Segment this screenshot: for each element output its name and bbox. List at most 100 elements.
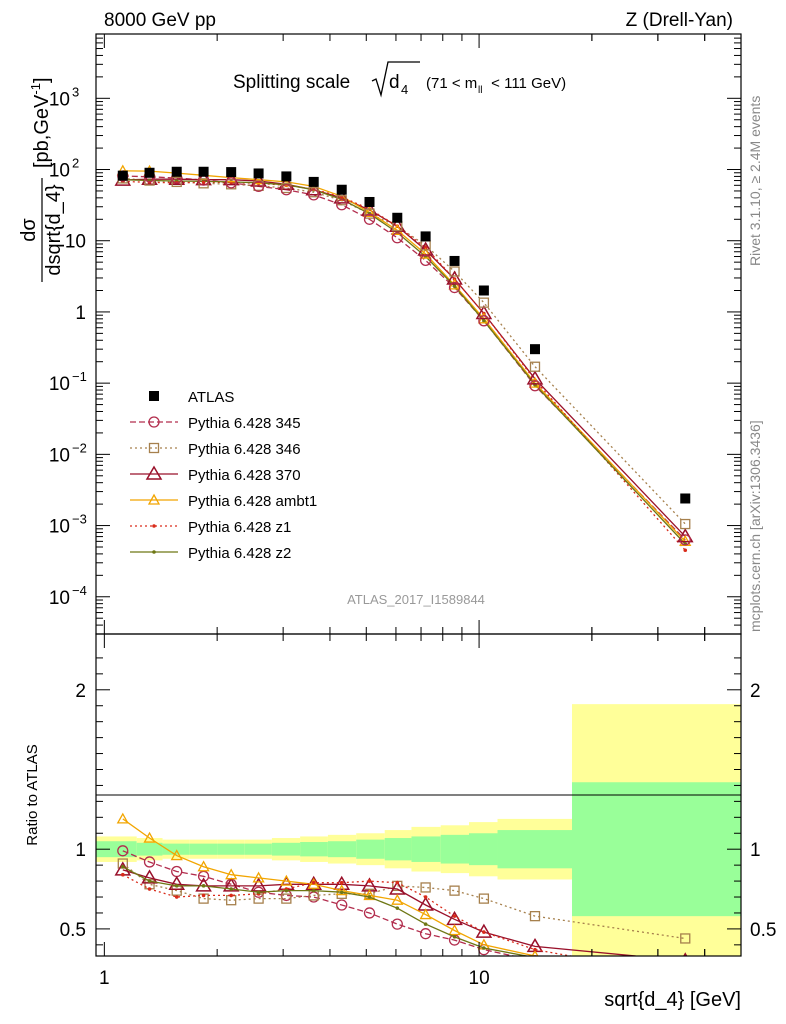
mc-point-p370 — [446, 270, 463, 285]
ratio-point-p345 — [363, 907, 376, 919]
y-tick-label-exponent: −2 — [72, 440, 87, 455]
mc-point-p345 — [225, 177, 237, 189]
title-radicand: d — [389, 72, 400, 93]
ratio-point-p370 — [475, 923, 493, 938]
mc-line-z2 — [122, 179, 686, 545]
ratio-uncertainty-bands — [96, 704, 741, 956]
band-inner-bin — [162, 843, 190, 855]
ratio-line-p345 — [122, 850, 517, 956]
ratio-point-z1 — [395, 880, 400, 885]
title-main: Splitting scale — [233, 72, 350, 93]
title-cut-prefix: (71 < m — [426, 75, 477, 92]
legend-label-p370: Pythia 6.428 370 — [188, 467, 301, 484]
ratio-point-z2 — [201, 884, 206, 888]
ratio-point-p346 — [420, 882, 431, 893]
ratio-point-ambt1 — [680, 964, 690, 973]
ratio-point-ambt1 — [391, 893, 404, 905]
data-point — [308, 176, 319, 187]
mc-point-p345 — [529, 380, 541, 392]
band-inner-bin — [571, 782, 741, 917]
ratio-series-group — [114, 812, 691, 973]
mc-point-ambt1 — [419, 247, 432, 259]
ratio-point-p345 — [531, 955, 539, 956]
y-tick-label-main: 10 — [49, 161, 70, 182]
ratio-point-z2 — [367, 895, 372, 899]
main-plot-frame — [95, 33, 742, 635]
ratio-point-z2 — [452, 935, 457, 939]
ratio-point-p370 — [222, 877, 240, 892]
mcplots-label: mcplots.cern.ch [arXiv:1306.3436] — [747, 420, 763, 632]
ratio-point-z2 — [311, 888, 316, 893]
ratio-point-p346 — [449, 885, 460, 896]
y-tick-label-main: 10 — [49, 517, 70, 538]
mc-point-p370 — [475, 305, 493, 320]
ratio-point-p345 — [336, 899, 348, 911]
x-tick-label: 10 — [469, 968, 490, 989]
ratio-point-z1 — [311, 880, 316, 885]
legend-label-z1: Pythia 6.428 z1 — [188, 519, 291, 536]
data-point — [226, 167, 237, 178]
legend-label-ambt1: Pythia 6.428 ambt1 — [188, 493, 317, 510]
y-tick-label-main: 10 — [65, 232, 86, 253]
mc-point-p370 — [526, 370, 544, 385]
mc-line-z1 — [122, 180, 686, 551]
ratio-point-z2 — [423, 922, 428, 926]
band-inner-bin — [327, 841, 357, 858]
mc-point-p370 — [141, 170, 158, 185]
mc-line-p346 — [122, 177, 686, 525]
y-tick-label-exponent: 3 — [72, 84, 79, 99]
ratio-point-z1 — [174, 895, 179, 899]
ratio-point-ambt1 — [252, 871, 265, 883]
mc-point-p370 — [168, 170, 186, 185]
ratio-point-ambt1 — [116, 812, 129, 824]
data-point — [253, 168, 264, 179]
legend-marker-p370 — [145, 465, 163, 480]
ratio-plot-frame — [95, 633, 742, 957]
ratio-point-z2 — [395, 906, 400, 910]
sqrt-sign — [371, 61, 420, 98]
y-tick-label-main: 10 — [49, 89, 70, 110]
y-tick-label-exponent: −1 — [72, 369, 87, 384]
mc-point-p346 — [680, 518, 691, 530]
mc-point-p370 — [305, 181, 323, 196]
ratio-point-ambt1 — [363, 889, 376, 901]
mc-point-z1 — [683, 548, 688, 553]
ratio-point-p346 — [680, 933, 691, 944]
band-inner-bin — [136, 842, 163, 856]
y-tick-label-main: 10 — [49, 374, 70, 395]
y-tick-label-exponent: 2 — [72, 156, 79, 171]
y-tick-label-ratio: 2 — [75, 681, 86, 702]
legend-marker-z2 — [152, 550, 156, 554]
y-tick-label-main: 1 — [75, 303, 86, 324]
y-tick-label-ratio-right: 0.5 — [750, 920, 776, 941]
ratio-point-z1 — [147, 887, 152, 891]
ratio-y-axis-label: Ratio to ATLAS — [24, 744, 41, 845]
mc-point-p345 — [280, 184, 293, 196]
title-radicand-sub: 4 — [401, 82, 408, 97]
ratio-point-p346 — [281, 893, 292, 904]
mc-line-p370 — [122, 178, 686, 538]
ratio-point-ambt1 — [448, 924, 461, 936]
ratio-point-z2 — [229, 887, 233, 891]
data-point — [449, 255, 460, 266]
y-tick-label-ratio: 0.5 — [60, 920, 86, 941]
ratio-line-z2 — [122, 866, 531, 956]
ratio-point-z2 — [147, 879, 152, 883]
ylabel-unit-end: ] — [31, 77, 53, 83]
x-tick-label: 1 — [99, 968, 110, 989]
ratio-point-p346 — [529, 910, 541, 922]
mc-point-p345 — [391, 232, 403, 244]
mc-point-p345 — [419, 254, 432, 267]
ratio-line-ambt1 — [122, 818, 543, 956]
band-inner-bin — [244, 843, 272, 855]
mc-point-ambt1 — [363, 206, 376, 218]
data-point — [364, 196, 375, 207]
mc-point-ambt1 — [528, 376, 542, 388]
ratio-point-z2 — [256, 890, 261, 895]
ratio-point-p345 — [143, 856, 156, 868]
title-cut-suffix: < 111 GeV) — [487, 75, 566, 92]
ylabel-numerator: dσ — [18, 218, 40, 242]
y-tick-label-main: 10 — [49, 445, 70, 466]
y-tick-label-exponent: −3 — [72, 512, 87, 527]
